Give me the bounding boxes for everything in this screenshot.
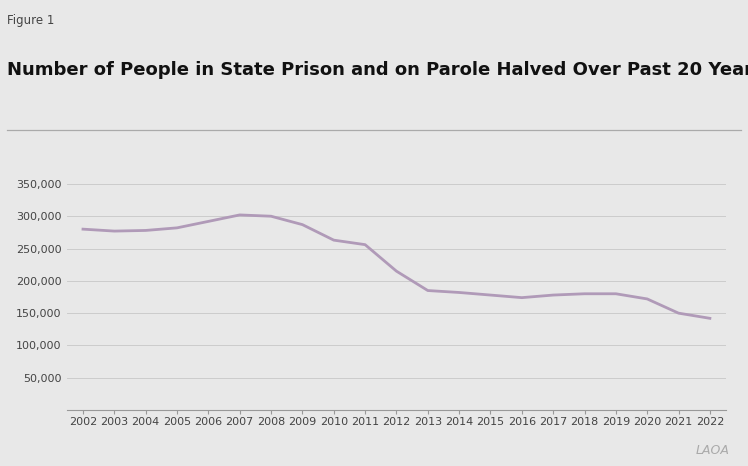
Text: LAOA: LAOA [696,444,729,457]
Text: Number of People in State Prison and on Parole Halved Over Past 20 Years: Number of People in State Prison and on … [7,61,748,79]
Text: Figure 1: Figure 1 [7,14,55,27]
